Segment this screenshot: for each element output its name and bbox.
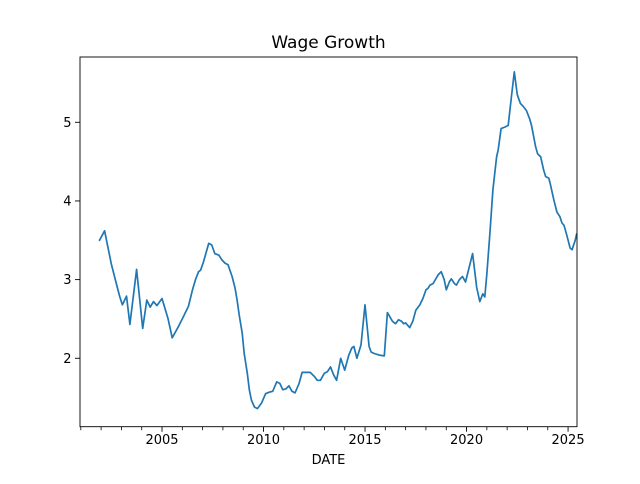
x-tick-label: 2010 xyxy=(247,433,280,448)
y-tick-label: 3 xyxy=(63,273,71,288)
y-axis-tick-labels: 2 3 4 5 xyxy=(63,116,71,367)
x-tick-label: 2015 xyxy=(348,433,381,448)
y-tick-label: 5 xyxy=(63,116,71,131)
y-tick-label: 2 xyxy=(63,352,71,367)
x-axis-label: DATE xyxy=(312,453,346,468)
y-axis-major-ticks xyxy=(75,121,80,359)
x-tick-label: 2020 xyxy=(450,433,483,448)
x-axis-major-ticks xyxy=(161,426,569,432)
x-tick-label: 2025 xyxy=(552,433,585,448)
x-tick-label: 2005 xyxy=(145,433,178,448)
wage-growth-line xyxy=(98,71,578,410)
plot-border xyxy=(79,56,578,428)
y-tick-label: 4 xyxy=(63,194,71,209)
x-axis-tick-labels: 2005 2010 2015 2020 2025 xyxy=(145,433,584,448)
chart-title: Wage Growth xyxy=(271,33,385,53)
x-axis-minor-ticks xyxy=(80,426,549,431)
